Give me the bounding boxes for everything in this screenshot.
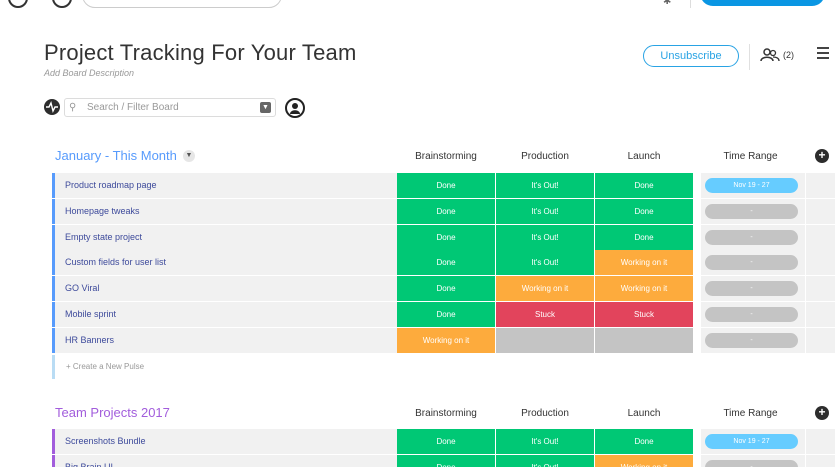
- global-search-input[interactable]: [82, 0, 282, 8]
- status-cell-brainstorming[interactable]: Done: [397, 455, 495, 467]
- add-column-icon[interactable]: +: [815, 149, 829, 163]
- status-cell-brainstorming[interactable]: Done: [397, 302, 495, 327]
- status-cell-production[interactable]: It's Out!: [496, 250, 594, 275]
- status-cell-launch[interactable]: Working on it: [595, 276, 693, 301]
- status-cell-production[interactable]: It's Out!: [496, 455, 594, 467]
- group-title-january[interactable]: January - This Month: [55, 148, 177, 163]
- status-cell-brainstorming[interactable]: Done: [397, 225, 495, 250]
- pulse-name[interactable]: Empty state project: [55, 225, 397, 250]
- table-row[interactable]: Custom fields for user list Done It's Ou…: [52, 250, 835, 275]
- status-cell-launch[interactable]: Done: [595, 429, 693, 454]
- status-cell-production[interactable]: It's Out!: [496, 225, 594, 250]
- status-cell-production[interactable]: Working on it: [496, 276, 594, 301]
- top-divider: [690, 0, 691, 8]
- row-end-cell: [806, 250, 835, 275]
- group-title-team-projects[interactable]: Team Projects 2017: [55, 405, 170, 420]
- status-cell-brainstorming[interactable]: Done: [397, 173, 495, 198]
- row-end-cell: [806, 225, 835, 250]
- timeline-pill[interactable]: Nov 19 - 27: [705, 434, 798, 449]
- person-filter-icon[interactable]: [285, 98, 305, 118]
- status-cell-brainstorming[interactable]: Done: [397, 429, 495, 454]
- status-cell-production[interactable]: It's Out!: [496, 429, 594, 454]
- row-end-cell: [806, 199, 835, 224]
- pulse-name[interactable]: GO Viral: [55, 276, 397, 301]
- board-members-button[interactable]: (2): [760, 48, 794, 62]
- members-count: (2): [783, 50, 794, 60]
- user-menu-icon[interactable]: [52, 0, 72, 8]
- column-header-time-range[interactable]: Time Range: [723, 151, 778, 162]
- header-divider: [749, 44, 750, 70]
- app-logo-icon[interactable]: [8, 0, 28, 8]
- status-cell-launch[interactable]: Done: [595, 173, 693, 198]
- pulse-name[interactable]: Mobile sprint: [55, 302, 397, 327]
- status-cell-launch[interactable]: Done: [595, 199, 693, 224]
- top-navigation-bar: ✱: [0, 0, 835, 10]
- add-column-icon[interactable]: +: [815, 406, 829, 420]
- search-placeholder: Search / Filter Board: [87, 102, 179, 113]
- status-cell-launch[interactable]: Working on it: [595, 455, 693, 467]
- timeline-pill[interactable]: -: [705, 281, 798, 296]
- status-cell-brainstorming[interactable]: Done: [397, 276, 495, 301]
- column-header-time-range[interactable]: Time Range: [723, 408, 778, 419]
- pulse-name[interactable]: Screenshots Bundle: [55, 429, 397, 454]
- status-cell-production[interactable]: It's Out!: [496, 199, 594, 224]
- status-cell-launch[interactable]: Working on it: [595, 250, 693, 275]
- status-cell-launch[interactable]: Done: [595, 225, 693, 250]
- table-row[interactable]: Empty state project Done It's Out! Done …: [52, 225, 835, 250]
- status-cell-production[interactable]: Stuck: [496, 302, 594, 327]
- board-search-input[interactable]: ⚲ Search / Filter Board ▼: [64, 98, 276, 117]
- row-end-cell: [806, 276, 835, 301]
- timeline-pill[interactable]: -: [705, 333, 798, 348]
- search-icon: ⚲: [69, 102, 77, 113]
- column-header-brainstorming[interactable]: Brainstorming: [415, 408, 477, 419]
- pulse-name[interactable]: Big Brain UI: [55, 455, 397, 467]
- column-header-launch[interactable]: Launch: [627, 408, 661, 419]
- members-icon: [760, 48, 780, 62]
- timeline-pill[interactable]: -: [705, 307, 798, 322]
- status-cell-launch[interactable]: [595, 328, 693, 353]
- pulse-name[interactable]: Custom fields for user list: [55, 250, 397, 275]
- board-title[interactable]: Project Tracking For Your Team: [44, 40, 357, 65]
- status-cell-launch[interactable]: Stuck: [595, 302, 693, 327]
- row-end-cell: [806, 328, 835, 353]
- status-cell-brainstorming[interactable]: Done: [397, 250, 495, 275]
- pulse-name[interactable]: HR Banners: [55, 328, 397, 353]
- status-cell-brainstorming[interactable]: Working on it: [397, 328, 495, 353]
- board-description[interactable]: Add Board Description: [44, 68, 135, 78]
- row-end-cell: [806, 455, 835, 467]
- table-row[interactable]: Screenshots Bundle Done It's Out! Done N…: [52, 429, 835, 454]
- table-row[interactable]: Homepage tweaks Done It's Out! Done -: [52, 199, 835, 224]
- column-header-production[interactable]: Production: [521, 408, 569, 419]
- create-pulse-row[interactable]: + Create a New Pulse: [52, 355, 835, 379]
- table-row[interactable]: Product roadmap page Done It's Out! Done…: [52, 173, 835, 198]
- table-row[interactable]: HR Banners Working on it -: [52, 328, 835, 353]
- status-cell-production[interactable]: [496, 328, 594, 353]
- status-cell-brainstorming[interactable]: Done: [397, 199, 495, 224]
- timeline-pill[interactable]: -: [705, 460, 798, 467]
- activity-icon[interactable]: [44, 99, 60, 115]
- row-end-cell: [806, 173, 835, 198]
- column-header-production[interactable]: Production: [521, 151, 569, 162]
- notification-icon[interactable]: ✱: [663, 0, 672, 7]
- create-pulse-input[interactable]: + Create a New Pulse: [66, 362, 145, 371]
- unsubscribe-button[interactable]: Unsubscribe: [643, 45, 739, 67]
- row-end-cell: [806, 302, 835, 327]
- pulse-name[interactable]: Homepage tweaks: [55, 199, 397, 224]
- table-row[interactable]: Mobile sprint Done Stuck Stuck -: [52, 302, 835, 327]
- table-row[interactable]: Big Brain UI Done It's Out! Working on i…: [52, 455, 835, 467]
- column-header-brainstorming[interactable]: Brainstorming: [415, 151, 477, 162]
- filter-dropdown-icon[interactable]: ▼: [260, 102, 271, 113]
- column-header-launch[interactable]: Launch: [627, 151, 661, 162]
- timeline-pill[interactable]: -: [705, 230, 798, 245]
- pulse-name[interactable]: Product roadmap page: [55, 173, 397, 198]
- timeline-pill[interactable]: -: [705, 255, 798, 270]
- timeline-pill[interactable]: -: [705, 204, 798, 219]
- table-row[interactable]: GO Viral Done Working on it Working on i…: [52, 276, 835, 301]
- group-menu-chevron-icon[interactable]: ▼: [183, 150, 195, 162]
- status-cell-production[interactable]: It's Out!: [496, 173, 594, 198]
- primary-action-button[interactable]: [700, 0, 825, 6]
- timeline-pill[interactable]: Nov 19 - 27: [705, 178, 798, 193]
- row-end-cell: [806, 429, 835, 454]
- hamburger-menu-icon[interactable]: [817, 47, 829, 62]
